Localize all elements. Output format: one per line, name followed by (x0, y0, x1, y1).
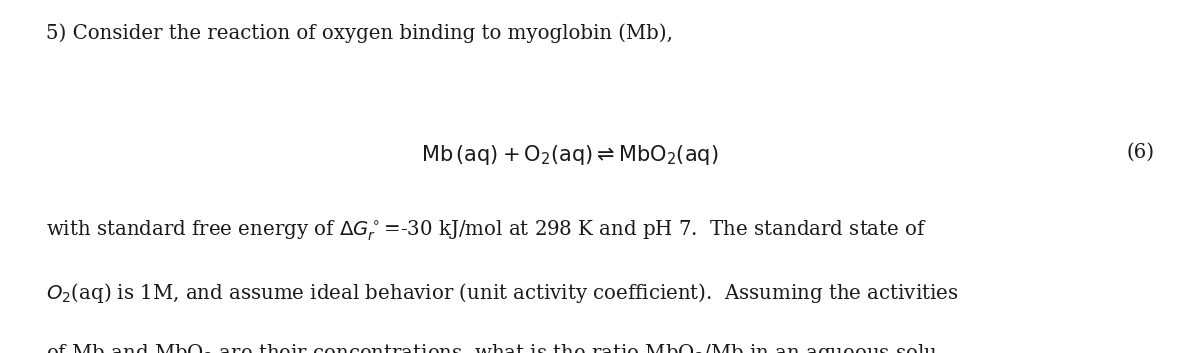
Text: $O_2$(aq) is 1M, and assume ideal behavior (unit activity coefficient).  Assumin: $O_2$(aq) is 1M, and assume ideal behavi… (46, 281, 958, 305)
Text: with standard free energy of $\Delta G^\circ_r$=-30 kJ/mol at 298 K and pH 7.  T: with standard free energy of $\Delta G^\… (46, 219, 926, 243)
Text: $\mathrm{Mb\,(aq) + O_2(aq) \rightleftharpoons MbO_2(aq)}$: $\mathrm{Mb\,(aq) + O_2(aq) \rightleftha… (421, 143, 719, 167)
Text: 5) Consider the reaction of oxygen binding to myoglobin (Mb),: 5) Consider the reaction of oxygen bindi… (46, 23, 673, 43)
Text: of Mb and MbO$_2$ are their concentrations, what is the ratio MbO$_2$/Mb in an a: of Mb and MbO$_2$ are their concentratio… (46, 342, 943, 353)
Text: (6): (6) (1127, 143, 1154, 162)
